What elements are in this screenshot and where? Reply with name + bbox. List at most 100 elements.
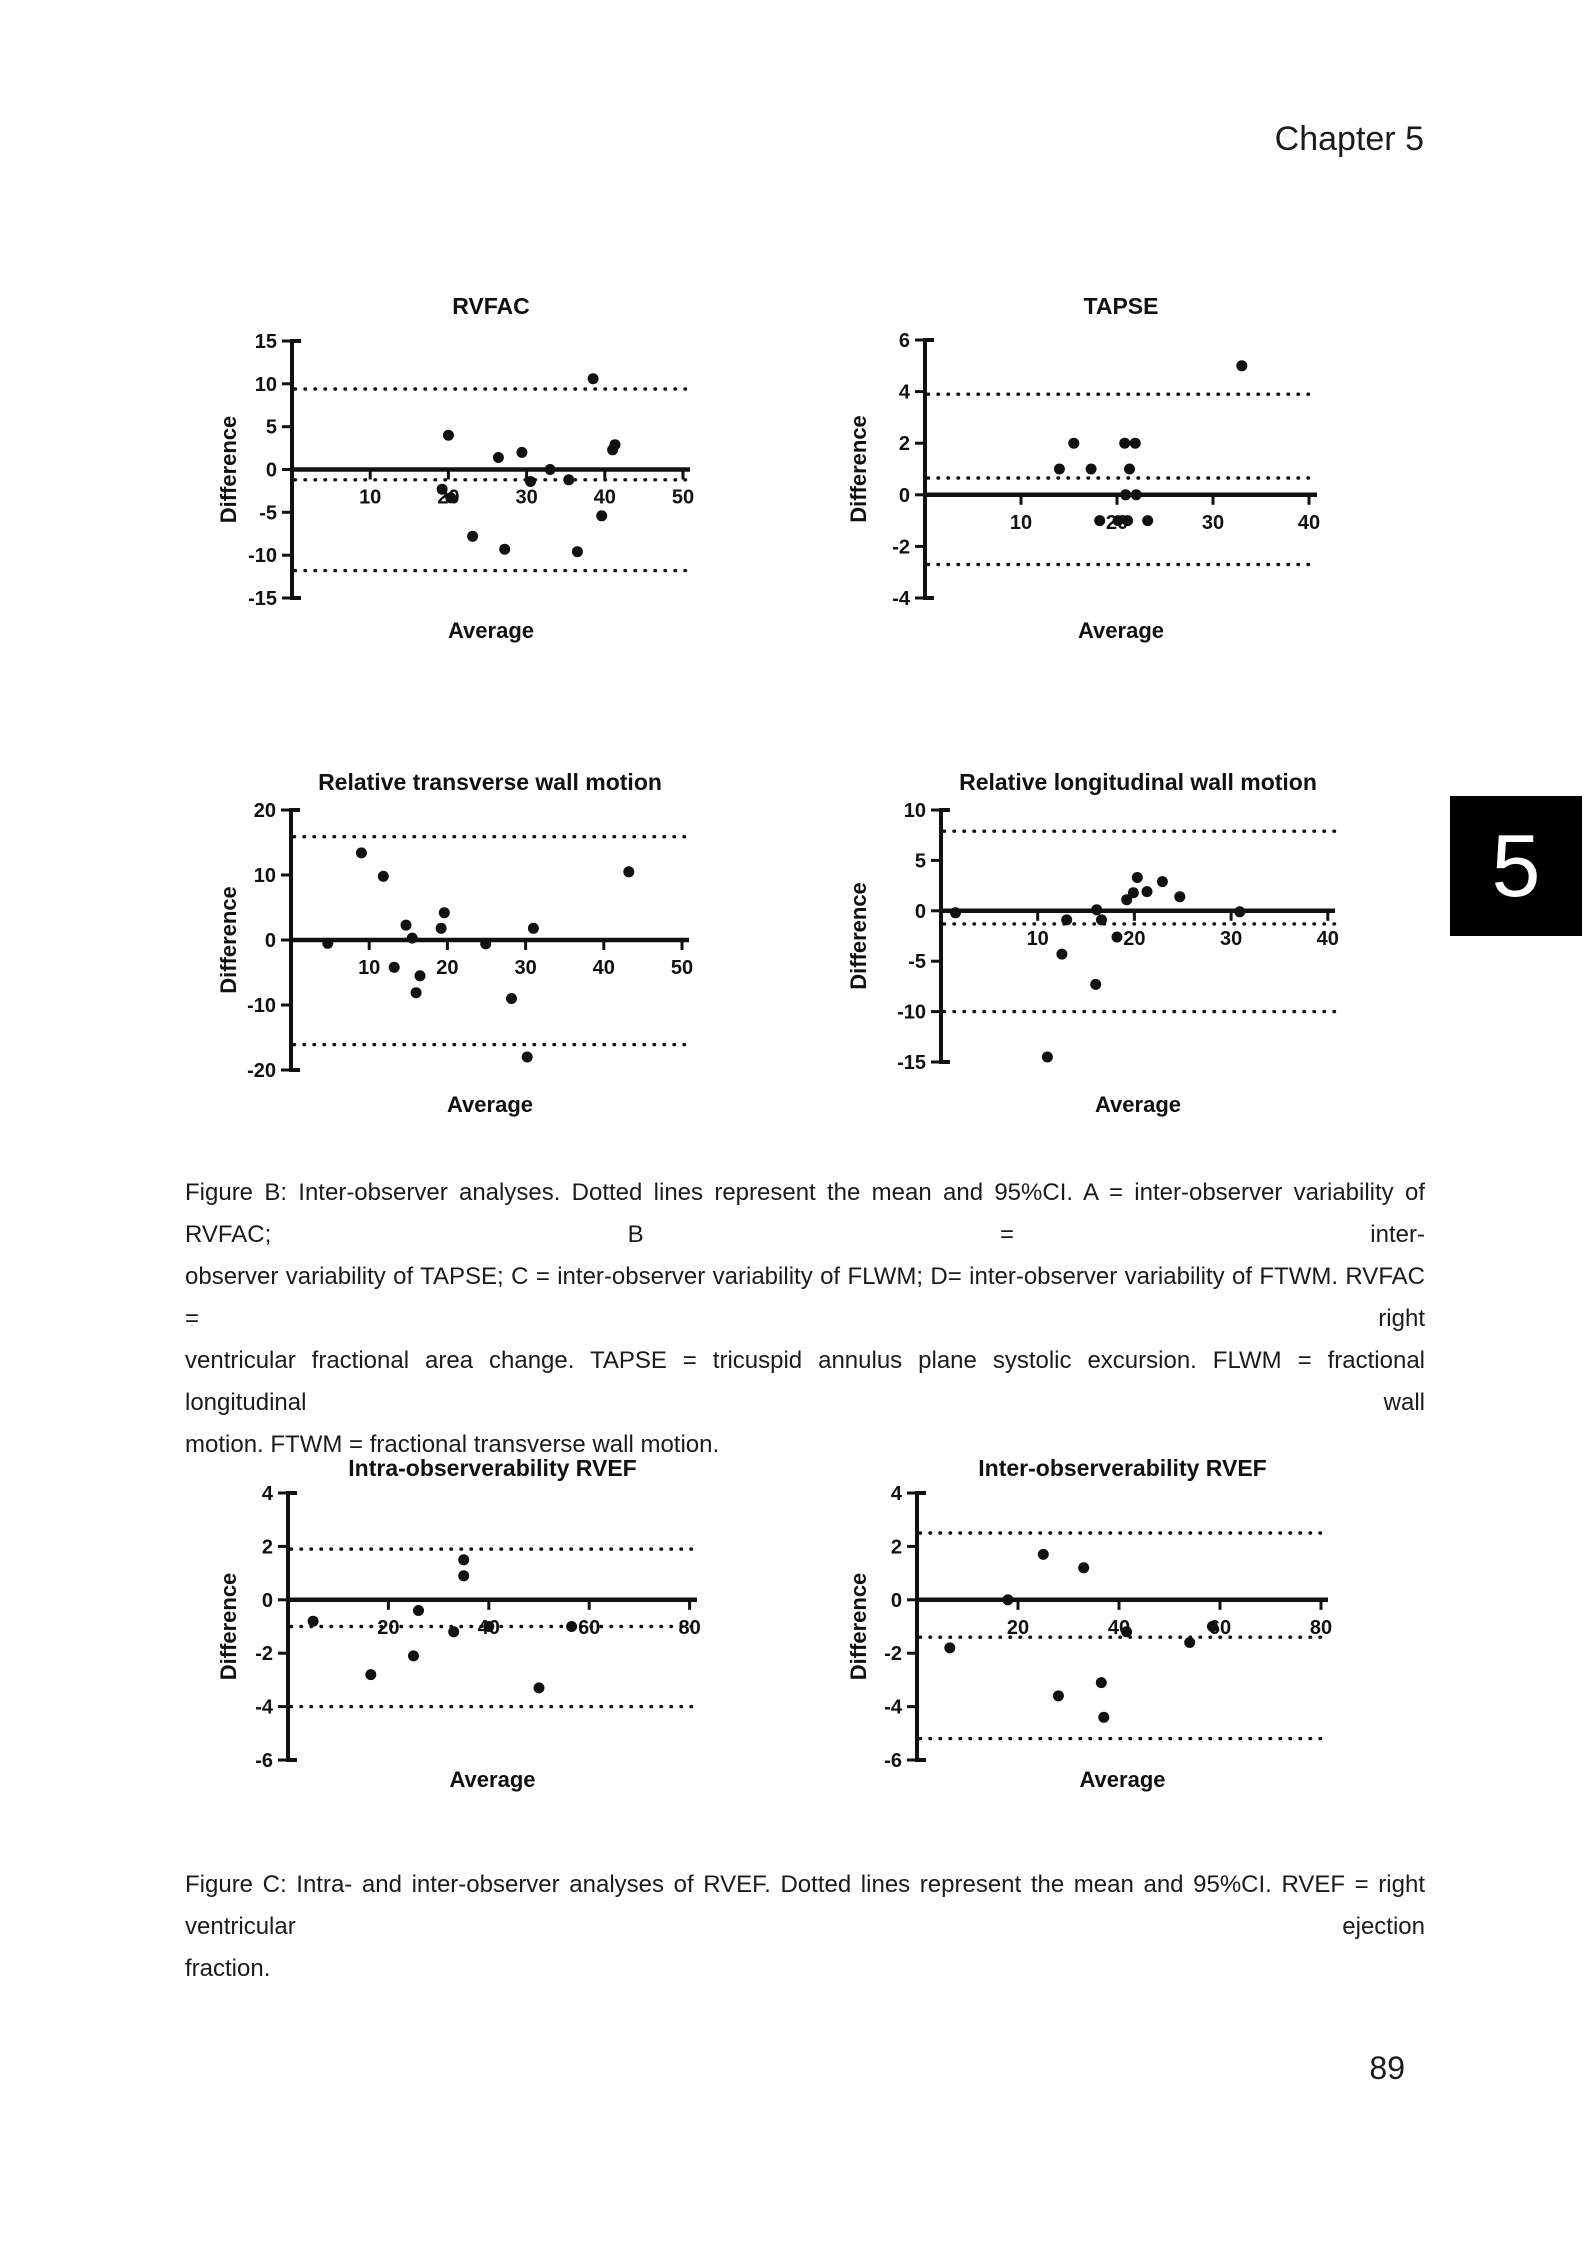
chart-title: Intra-observerability RVEF [348,1455,636,1481]
caption-line: Figure C: Intra- and inter-observer anal… [185,1871,1425,1940]
data-point [1234,906,1246,918]
data-point [1127,887,1139,899]
data-point [1142,515,1154,527]
data-point [377,870,389,882]
x-tick-label: 80 [1310,1617,1332,1639]
caption-line: observer variability of TAPSE; C = inter… [185,1263,1425,1332]
data-point [944,1642,956,1654]
x-axis-label: Average [1078,618,1164,643]
chart-title: Inter-observerability RVEF [978,1455,1266,1481]
y-tick-label: 5 [915,850,926,872]
caption-line: ventricular fractional area change. TAPS… [185,1347,1425,1416]
data-point [1122,515,1134,527]
data-point [445,492,457,504]
data-point [1236,360,1248,372]
x-axis-label: Average [449,1767,535,1792]
data-point [566,1621,578,1632]
y-axis-label: Difference [220,1573,241,1681]
data-point [1121,894,1133,906]
y-tick-label: -15 [248,588,277,610]
data-point [587,373,599,385]
data-point [506,993,517,1004]
data-point [365,1669,377,1681]
y-tick-label: 4 [891,1483,903,1505]
data-point [1052,1690,1064,1702]
data-point [1095,1677,1107,1689]
data-point [1098,1711,1110,1723]
y-tick-label: -10 [247,995,276,1017]
x-axis-label: Average [447,1092,533,1117]
data-point [458,1554,470,1566]
y-tick-label: -4 [884,1697,903,1719]
chapter-tab-number: 5 [1491,816,1541,915]
page-number: 89 [1369,2050,1405,2086]
y-tick-label: 10 [255,374,277,396]
data-point [527,922,539,934]
x-tick-label: 20 [436,957,458,979]
data-point [1090,978,1102,990]
y-axis-label: Difference [220,416,241,524]
data-point [355,847,367,859]
x-tick-label: 20 [377,1617,399,1639]
data-point [623,866,635,878]
data-point [533,1682,545,1694]
y-tick-label: 0 [891,1590,902,1612]
data-point [307,1615,319,1627]
chart-rvfac: -15-10-50510151020304050RVFACAverageDiff… [216,270,720,670]
y-tick-label: -6 [255,1750,273,1772]
y-tick-label: -2 [884,1643,902,1665]
data-point [525,476,536,487]
data-point [410,987,422,999]
y-tick-label: 15 [255,331,277,353]
data-point [950,907,961,919]
y-tick-label: -4 [892,588,911,610]
y-tick-label: 2 [891,1536,902,1558]
data-point [1053,463,1065,475]
chart-inter-observerability-rvef: -6 -4 -2 0 2 4 20 40 60 80 Inter-observerability R… [846,1430,1370,1830]
figure-b-caption: Figure B: Inter-observer analyses. Dotte… [185,1172,1425,1466]
data-point [1184,1637,1196,1648]
data-point [1206,1621,1218,1632]
chart-svg: -6-4-202420406080Intra-observerability R… [216,1455,701,1792]
y-axis-label: Difference [850,415,871,523]
caption-line: motion. FTWM = fractional transverse wal… [185,1431,720,1458]
y-tick-label: 4 [899,382,911,404]
chart-title: TAPSE [1084,293,1159,319]
data-point [1131,872,1143,883]
data-point [1112,515,1124,527]
x-tick-label: 30 [514,957,536,979]
y-tick-label: 0 [262,1590,273,1612]
y-tick-label: 0 [899,485,910,507]
x-tick-label: 80 [678,1617,700,1639]
x-tick-label: 20 [1007,1617,1029,1639]
chart-title: Relative transverse wall motion [318,769,662,795]
y-tick-label: 0 [266,460,277,482]
data-point [571,546,583,558]
data-point [1056,948,1068,960]
x-tick-label: 40 [1317,928,1339,950]
data-point [400,919,412,931]
y-tick-label: -5 [259,502,277,524]
data-point [1094,515,1106,527]
data-point [1091,904,1103,916]
y-tick-label: 2 [899,433,910,455]
y-tick-label: 0 [265,930,276,952]
caption-line: Figure B: Inter-observer analyses. Dotte… [185,1179,1425,1248]
y-tick-label: -6 [884,1750,902,1772]
data-point [458,1570,470,1582]
x-tick-label: 10 [358,957,380,979]
y-axis-label: Difference [850,1573,871,1681]
data-point [1129,437,1141,449]
y-tick-label: -10 [897,1002,926,1024]
y-tick-label: -15 [897,1052,926,1074]
data-point [1061,914,1073,926]
x-tick-label: 50 [672,487,694,509]
x-tick-label: 60 [578,1617,600,1639]
chart-intra-observerability-rvef: -6-4-202420406080Intra-observerability R… [216,1430,720,1830]
data-point [1156,876,1168,888]
x-tick-label: 10 [1010,512,1032,534]
x-tick-label: 30 [1220,928,1242,950]
data-point [1037,1548,1049,1560]
data-point [1124,463,1135,475]
x-axis-label: Average [1079,1767,1165,1792]
